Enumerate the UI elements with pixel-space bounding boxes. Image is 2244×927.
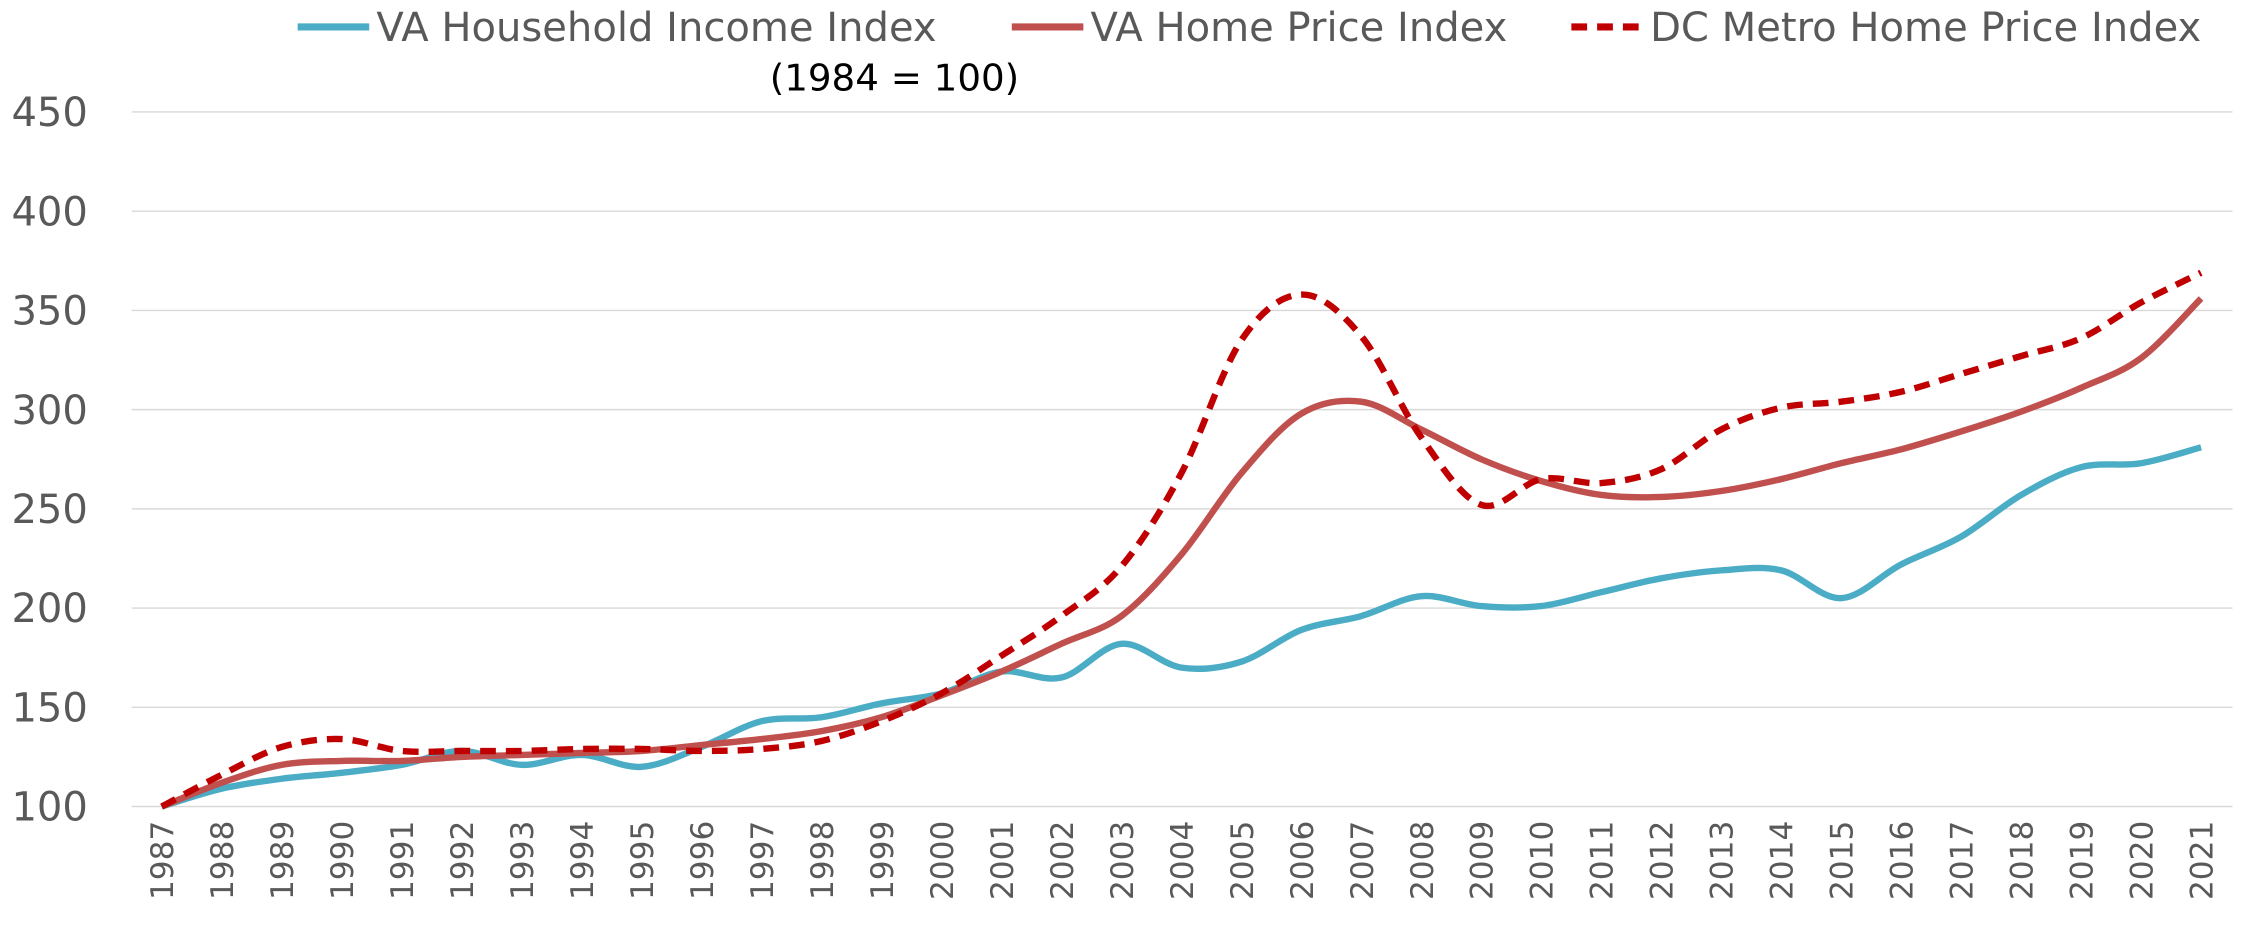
- x-tick-label: 1996: [685, 821, 721, 900]
- x-tick-label: 1993: [505, 821, 541, 900]
- x-tick-label: 2015: [1824, 821, 1860, 900]
- x-tick-label: 2017: [1944, 821, 1980, 900]
- x-tick-label: 1997: [745, 821, 781, 900]
- x-tick-label: 2016: [1884, 821, 1920, 900]
- y-tick-label: 350: [11, 289, 87, 335]
- legend-label: VA Household Income Index: [376, 5, 936, 51]
- x-tick-label: 2000: [925, 821, 961, 900]
- y-tick-label: 200: [11, 586, 87, 632]
- y-tick-label: 400: [11, 190, 87, 236]
- line-series: [160, 269, 2203, 810]
- x-tick-label: 1991: [385, 821, 421, 900]
- x-tick-label: 2004: [1165, 821, 1201, 900]
- y-tick-label: 250: [11, 487, 87, 533]
- x-tick-label: 1990: [325, 821, 361, 900]
- x-tick-label: 1994: [565, 821, 601, 900]
- x-tick-label: 2009: [1465, 821, 1501, 900]
- x-tick-label: 1992: [445, 821, 481, 900]
- x-tick-label: 2002: [1045, 821, 1081, 900]
- x-tick-label: 2020: [2124, 821, 2160, 900]
- y-tick-label: 100: [11, 785, 87, 831]
- x-tick-label: 2005: [1225, 821, 1261, 900]
- x-tick-label: 2006: [1285, 821, 1321, 900]
- x-tick-label: 2007: [1345, 821, 1381, 900]
- x-tick-label: 1988: [205, 821, 241, 900]
- x-tick-label: 1989: [265, 821, 301, 900]
- chart-subtitle: (1984 = 100): [770, 57, 1019, 100]
- legend-label: VA Home Price Index: [1091, 5, 1508, 51]
- legend-label: DC Metro Home Price Index: [1650, 5, 2201, 51]
- x-tick-label: 1998: [805, 821, 841, 900]
- x-tick-label: 2012: [1645, 821, 1681, 900]
- line-series: [160, 444, 2202, 810]
- y-tick-label: 150: [11, 686, 87, 732]
- x-tick-label: 2013: [1705, 821, 1741, 900]
- x-tick-label: 2003: [1105, 821, 1141, 900]
- x-tick-label: 2008: [1405, 821, 1441, 900]
- x-tick-label: 2018: [2004, 821, 2040, 900]
- y-tick-label: 300: [11, 388, 87, 434]
- x-tick-label: 1987: [145, 821, 181, 900]
- line-series: [160, 296, 2204, 810]
- x-tick-label: 2019: [2064, 821, 2100, 900]
- x-tick-label: 1995: [625, 821, 661, 900]
- x-tick-label: 2021: [2184, 821, 2220, 900]
- x-tick-label: 2011: [1585, 821, 1621, 900]
- y-tick-label: 450: [11, 90, 87, 136]
- x-tick-label: 2010: [1525, 821, 1561, 900]
- x-tick-label: 1999: [865, 821, 901, 900]
- x-tick-label: 2001: [985, 821, 1021, 900]
- x-tick-label: 2014: [1765, 821, 1801, 900]
